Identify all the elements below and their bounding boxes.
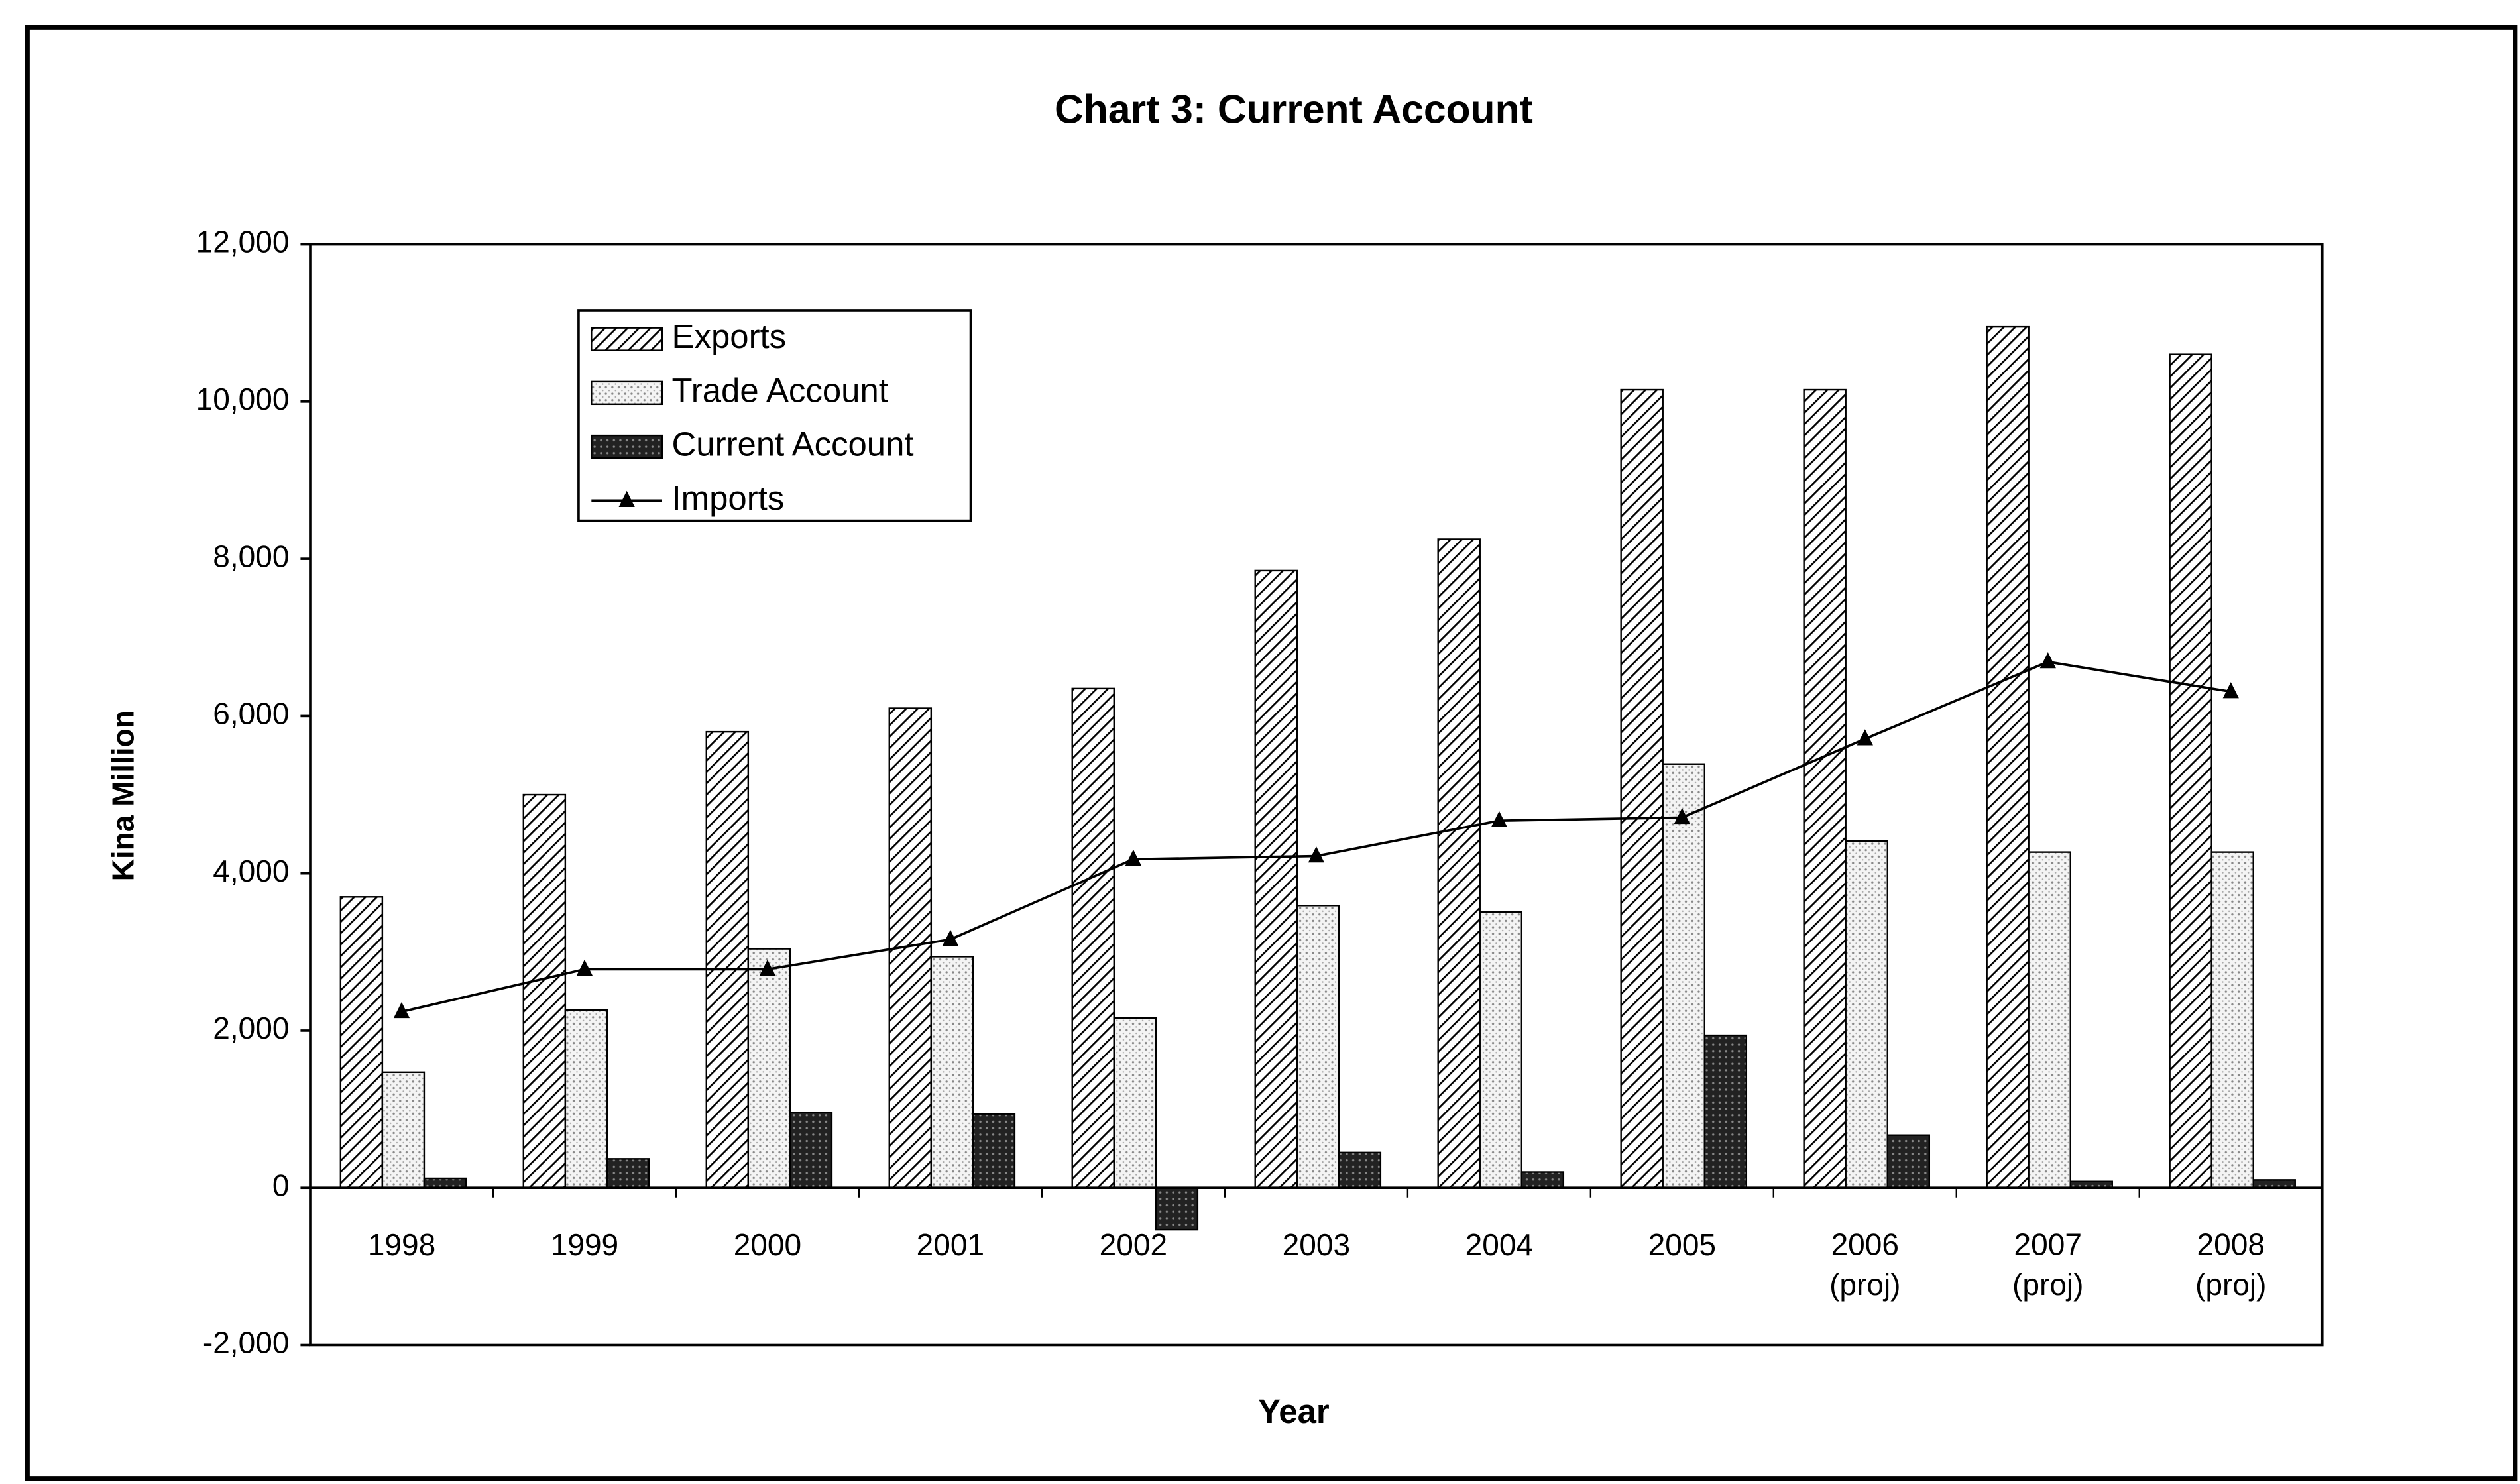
bar bbox=[339, 896, 384, 1189]
bar bbox=[1845, 840, 1888, 1189]
bar bbox=[705, 730, 750, 1189]
bar bbox=[606, 1158, 650, 1189]
bar bbox=[1437, 538, 1481, 1189]
x-tick-label: 1998 bbox=[368, 1227, 435, 1262]
x-tick-label: 2003 bbox=[1283, 1227, 1350, 1262]
bar bbox=[1113, 1017, 1157, 1189]
marker bbox=[1308, 846, 1324, 863]
y-tick-label: -2,000 bbox=[203, 1326, 290, 1360]
marker bbox=[393, 1001, 410, 1019]
bar bbox=[564, 1009, 608, 1189]
bar bbox=[2028, 851, 2071, 1189]
marker bbox=[1857, 729, 1873, 746]
bar bbox=[1071, 687, 1116, 1189]
legend-label: Current Account bbox=[672, 426, 914, 463]
bar bbox=[1703, 1034, 1748, 1189]
marker bbox=[576, 959, 593, 976]
legend-swatch bbox=[591, 434, 663, 459]
x-tick-label: 2002 bbox=[1100, 1227, 1167, 1262]
y-tick-label: 0 bbox=[272, 1168, 290, 1202]
legend-swatch bbox=[591, 327, 663, 351]
x-tick-label: 2006 (proj) bbox=[1829, 1227, 1900, 1302]
bar bbox=[789, 1112, 833, 1189]
marker bbox=[1125, 849, 1142, 866]
bar bbox=[522, 793, 567, 1189]
x-tick-label: 2001 bbox=[917, 1227, 984, 1262]
bar bbox=[2210, 851, 2254, 1189]
marker bbox=[1674, 807, 1690, 825]
x-tick-label: 2000 bbox=[734, 1227, 801, 1262]
x-tick-label: 2007 (proj) bbox=[2012, 1227, 2083, 1302]
y-tick-label: 10,000 bbox=[196, 382, 290, 416]
legend-marker bbox=[618, 490, 635, 508]
bar bbox=[1520, 1171, 1565, 1189]
legend-label: Trade Account bbox=[672, 371, 888, 409]
bar bbox=[1620, 388, 1664, 1189]
legend-label: Exports bbox=[672, 317, 787, 355]
y-tick-label: 6,000 bbox=[213, 697, 289, 731]
marker bbox=[2222, 682, 2239, 699]
bar bbox=[747, 948, 791, 1189]
bar bbox=[381, 1071, 426, 1189]
bar bbox=[2169, 353, 2212, 1189]
bar bbox=[1479, 911, 1523, 1189]
bar bbox=[1986, 325, 2030, 1189]
x-tick-label: 2005 bbox=[1648, 1227, 1716, 1262]
x-tick-label: 2004 bbox=[1465, 1227, 1533, 1262]
y-tick-label: 4,000 bbox=[213, 854, 289, 888]
y-tick-label: 12,000 bbox=[196, 225, 290, 259]
bar bbox=[1803, 388, 1847, 1189]
bar bbox=[1296, 905, 1340, 1189]
marker bbox=[1491, 811, 1507, 827]
bar bbox=[972, 1113, 1016, 1189]
marker bbox=[759, 959, 776, 976]
legend-label: Imports bbox=[672, 479, 785, 517]
marker bbox=[942, 929, 959, 946]
bar bbox=[1254, 569, 1298, 1189]
bar bbox=[1886, 1134, 1931, 1189]
plot-area bbox=[309, 243, 2324, 1347]
bar bbox=[1662, 763, 1705, 1189]
x-axis-label: Year bbox=[1258, 1393, 1330, 1430]
marker bbox=[2039, 652, 2056, 669]
chart-title: Chart 3: Current Account bbox=[1055, 87, 1533, 132]
x-tick-label: 1999 bbox=[551, 1227, 618, 1262]
bar bbox=[930, 956, 974, 1189]
y-tick-label: 2,000 bbox=[213, 1011, 289, 1045]
y-tick-label: 8,000 bbox=[213, 539, 289, 573]
bar bbox=[1155, 1187, 1199, 1231]
legend-swatch bbox=[591, 380, 663, 406]
y-axis-label: Kina Million bbox=[105, 710, 140, 881]
bar bbox=[1338, 1151, 1382, 1189]
x-tick-label: 2008 (proj) bbox=[2195, 1227, 2266, 1302]
bar bbox=[423, 1177, 467, 1189]
